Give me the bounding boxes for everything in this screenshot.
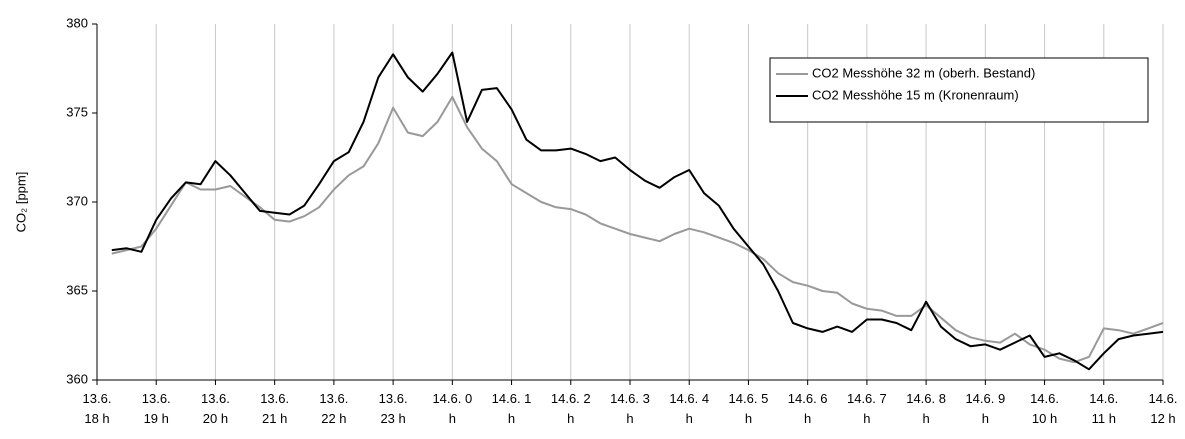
legend-label: CO2 Messhöhe 32 m (oberh. Bestand) bbox=[812, 65, 1035, 80]
legend-box bbox=[769, 57, 1149, 123]
x-tick-label: 13.6. 23 h bbox=[378, 391, 408, 426]
x-tick-label: 14.6. 8 h bbox=[906, 391, 946, 426]
x-tick-label: 14.6. 12 h bbox=[1148, 391, 1178, 426]
x-tick-label: 13.6. 19 h bbox=[141, 391, 171, 426]
legend-label: CO2 Messhöhe 15 m (Kronenraum) bbox=[812, 87, 1019, 102]
series-line bbox=[111, 51, 1164, 371]
x-tick-label: 14.6. 4 h bbox=[669, 391, 710, 426]
x-tick-label: 14.6. 7 h bbox=[846, 391, 887, 426]
x-tick-label: 14.6. 6 h bbox=[787, 391, 828, 426]
x-tick-label: 14.6. 5 h bbox=[728, 391, 769, 426]
x-tick-label: 13.6. 22 h bbox=[319, 391, 349, 426]
x-tick-label: 13.6. 21 h bbox=[260, 391, 290, 426]
x-tick-label: 14.6. 3 h bbox=[610, 391, 650, 426]
x-tick-label: 13.6. 18 h bbox=[82, 391, 112, 426]
x-tick-label: 14.6. 0 h bbox=[432, 391, 473, 426]
y-tick-label: 360 bbox=[66, 371, 88, 386]
series-line bbox=[111, 96, 1164, 364]
x-tick-label: 13.6. 20 h bbox=[200, 391, 230, 426]
y-tick-label: 365 bbox=[66, 282, 88, 297]
y-tick-label: 370 bbox=[66, 193, 88, 208]
y-axis-label: CO₂ [ppm] bbox=[13, 172, 28, 233]
x-tick-label: 14.6. 1 h bbox=[491, 391, 532, 426]
y-tick-label: 380 bbox=[66, 15, 88, 30]
x-tick-label: 14.6. 2 h bbox=[550, 391, 591, 426]
x-tick-label: 14.6. 11 h bbox=[1089, 391, 1119, 426]
y-tick-label: 375 bbox=[66, 104, 88, 119]
x-tick-label: 14.6. 10 h bbox=[1030, 391, 1059, 426]
x-tick-label: 14.6. 9 h bbox=[965, 391, 1006, 426]
